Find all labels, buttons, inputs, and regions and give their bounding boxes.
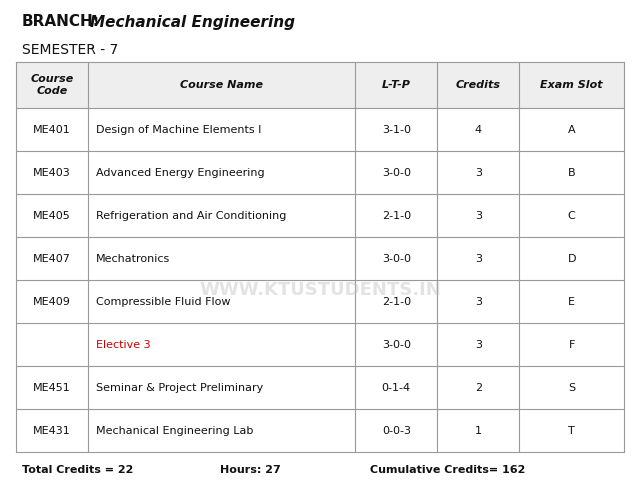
Text: B: B [568,168,575,177]
Text: ME401: ME401 [33,124,71,135]
Text: 2: 2 [475,382,482,393]
Text: Exam Slot: Exam Slot [540,80,603,90]
Text: Course Name: Course Name [180,80,263,90]
Text: ME431: ME431 [33,426,71,435]
Text: 3-1-0: 3-1-0 [382,124,411,135]
Text: Mechanical Engineering: Mechanical Engineering [90,15,295,30]
Text: ME407: ME407 [33,254,71,263]
Text: 2-1-0: 2-1-0 [381,210,411,221]
Text: ME405: ME405 [33,210,71,221]
Text: 3-0-0: 3-0-0 [382,254,411,263]
Text: Design of Machine Elements I: Design of Machine Elements I [96,124,261,135]
Text: 3-0-0: 3-0-0 [382,340,411,349]
Text: 2-1-0: 2-1-0 [381,296,411,307]
Text: ME451: ME451 [33,382,71,393]
Text: Compressible Fluid Flow: Compressible Fluid Flow [96,296,230,307]
Text: D: D [568,254,576,263]
Text: A: A [568,124,575,135]
Text: 3: 3 [475,340,482,349]
Text: 0-0-3: 0-0-3 [382,426,411,435]
Text: 3: 3 [475,296,482,307]
Text: L-T-P: L-T-P [382,80,411,90]
Text: SEMESTER - 7: SEMESTER - 7 [22,43,118,57]
Text: Cumulative Credits= 162: Cumulative Credits= 162 [370,465,525,475]
Bar [16,62,624,108]
Text: C: C [568,210,575,221]
Text: ME409: ME409 [33,296,71,307]
Text: Seminar & Project Preliminary: Seminar & Project Preliminary [96,382,263,393]
Text: S: S [568,382,575,393]
Text: 3-0-0: 3-0-0 [382,168,411,177]
Text: WWW.KTUSTUDENTS.IN: WWW.KTUSTUDENTS.IN [199,281,441,299]
Text: F: F [568,340,575,349]
Text: 0-1-4: 0-1-4 [381,382,411,393]
Text: Credits: Credits [456,80,501,90]
Text: Elective 3: Elective 3 [96,340,150,349]
Text: Total Credits = 22: Total Credits = 22 [22,465,133,475]
Text: BRANCH:: BRANCH: [22,15,100,30]
Text: Mechatronics: Mechatronics [96,254,170,263]
Text: Mechanical Engineering Lab: Mechanical Engineering Lab [96,426,253,435]
Text: ME403: ME403 [33,168,71,177]
Text: 3: 3 [475,168,482,177]
Text: 3: 3 [475,254,482,263]
Text: 4: 4 [475,124,482,135]
Text: E: E [568,296,575,307]
Text: 1: 1 [475,426,482,435]
Text: Hours: 27: Hours: 27 [220,465,281,475]
Text: 3: 3 [475,210,482,221]
Text: T: T [568,426,575,435]
Text: Course
Code: Course Code [30,74,74,96]
Text: Refrigeration and Air Conditioning: Refrigeration and Air Conditioning [96,210,286,221]
Text: Advanced Energy Engineering: Advanced Energy Engineering [96,168,264,177]
